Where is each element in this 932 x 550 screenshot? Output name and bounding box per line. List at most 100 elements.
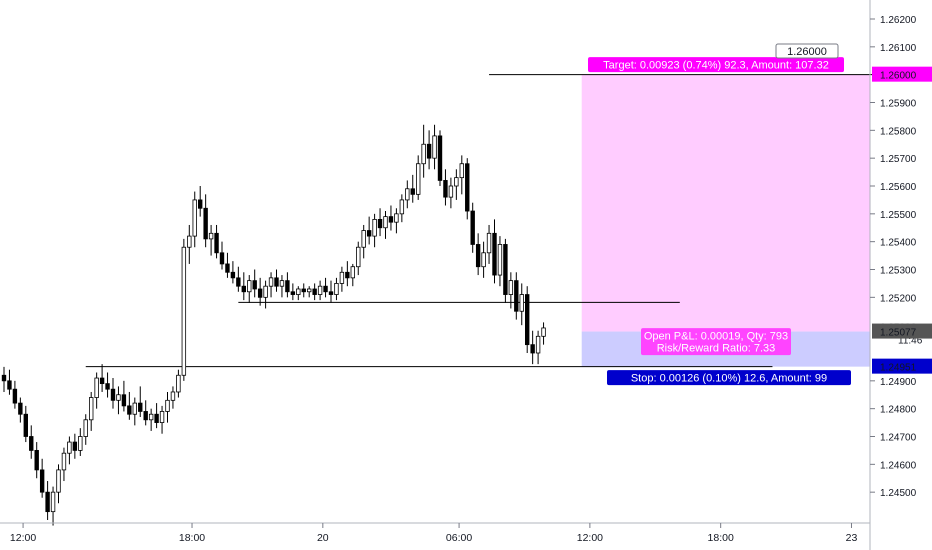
candle — [323, 277, 328, 298]
stop-label: Stop: 0.00126 (0.10%) 12.6, Amount: 99 — [607, 370, 851, 386]
candle — [176, 369, 181, 398]
candle-body — [388, 216, 394, 223]
target-price-label: 1.26000 — [880, 71, 917, 82]
long-position-tool[interactable] — [581, 74, 871, 367]
candle-body — [132, 402, 137, 415]
candle — [317, 280, 323, 301]
candle-body — [361, 230, 366, 248]
candle-body — [443, 180, 448, 198]
candle — [508, 272, 514, 309]
current-price-badge — [872, 323, 932, 339]
candle — [110, 378, 116, 409]
candle-body — [323, 285, 328, 293]
candle-body — [121, 394, 127, 407]
candle-body — [459, 163, 464, 179]
current-price-label: 1.25077 — [880, 328, 917, 339]
candle — [312, 283, 317, 301]
candle-body — [366, 230, 372, 237]
candle-body — [7, 380, 12, 390]
candle — [67, 436, 72, 465]
candle — [12, 380, 18, 409]
candle — [78, 428, 83, 456]
candle — [50, 486, 56, 526]
candle-body — [110, 388, 116, 401]
stop-label-text: Stop: 0.00126 (0.10%) 12.6, Amount: 99 — [631, 373, 827, 385]
candle-body — [437, 135, 443, 181]
candle-body — [197, 199, 203, 209]
candle-body — [214, 232, 219, 254]
candle-body — [72, 441, 78, 451]
price-tick-label: 1.25400 — [880, 238, 917, 249]
candle-body — [148, 413, 154, 421]
time-tick-label: 06:00 — [446, 532, 472, 544]
candle — [89, 391, 94, 431]
candle — [192, 191, 197, 248]
candle — [372, 213, 377, 248]
candle-body — [405, 188, 410, 201]
candle-body — [285, 280, 290, 293]
candle — [236, 266, 241, 292]
candle-body — [34, 450, 39, 471]
candle — [159, 405, 165, 434]
candle-body — [383, 216, 388, 229]
drawn-lines[interactable] — [85, 74, 876, 368]
candle — [241, 272, 246, 301]
candle-body — [257, 288, 263, 298]
target-marker-label-box — [775, 43, 839, 59]
candle-body — [448, 185, 454, 198]
candle — [350, 263, 355, 287]
candle-body — [67, 441, 72, 454]
candle — [459, 155, 464, 195]
candle-body — [415, 163, 421, 195]
candle-body — [105, 383, 110, 390]
candle-body — [138, 402, 143, 412]
candle — [99, 364, 105, 392]
stop-price-badge — [872, 358, 932, 374]
candle-body — [187, 235, 192, 248]
price-tick-label: 1.26100 — [880, 43, 917, 54]
candle-body — [230, 271, 236, 279]
candle-body — [154, 413, 159, 423]
candle — [94, 372, 99, 409]
candle — [530, 330, 535, 365]
candle-body — [525, 294, 530, 346]
target-label-box — [588, 57, 844, 73]
candle — [535, 330, 541, 365]
candle-body — [399, 199, 405, 215]
candle — [345, 261, 350, 287]
pnl-label-text: Open P&L: 0.00019, Qty: 793 — [644, 331, 788, 343]
candle — [356, 241, 361, 276]
candle-body — [372, 218, 377, 237]
candle — [219, 241, 225, 270]
candle — [405, 180, 410, 209]
candle — [290, 283, 296, 301]
target-price-badge — [872, 66, 932, 82]
candle-body — [426, 143, 432, 159]
profit-zone[interactable] — [581, 74, 871, 332]
candle — [45, 481, 50, 520]
price-axis[interactable]: 1.26200 1.26100 1.25900 1.25800 1.25700 1.256… — [870, 15, 932, 499]
candle-body — [497, 244, 503, 276]
candle-body — [127, 405, 132, 415]
candle — [7, 369, 12, 395]
candle-body — [301, 288, 306, 293]
candle-body — [290, 291, 296, 295]
candle-body — [356, 246, 361, 268]
price-tick-label: 1.26200 — [880, 15, 917, 26]
candle-body — [29, 436, 34, 451]
candle-body — [99, 377, 105, 385]
candle-body — [410, 188, 415, 195]
candle-body — [219, 252, 225, 265]
candle-body — [432, 135, 437, 159]
candle-body — [61, 452, 67, 471]
candle-body — [503, 244, 508, 295]
candle — [61, 447, 67, 482]
candle-body — [170, 391, 176, 401]
candle-body — [225, 263, 230, 273]
position-labels: Target: 0.00923 (0.74%) 92.3, Amount: 10… — [588, 43, 851, 386]
candle-body — [23, 413, 28, 437]
target-label: Target: 0.00923 (0.74%) 92.3, Amount: 10… — [588, 57, 844, 73]
time-axis[interactable]: 12:00 18:00 20 06:00 12:00 18:00 23 — [10, 523, 858, 544]
